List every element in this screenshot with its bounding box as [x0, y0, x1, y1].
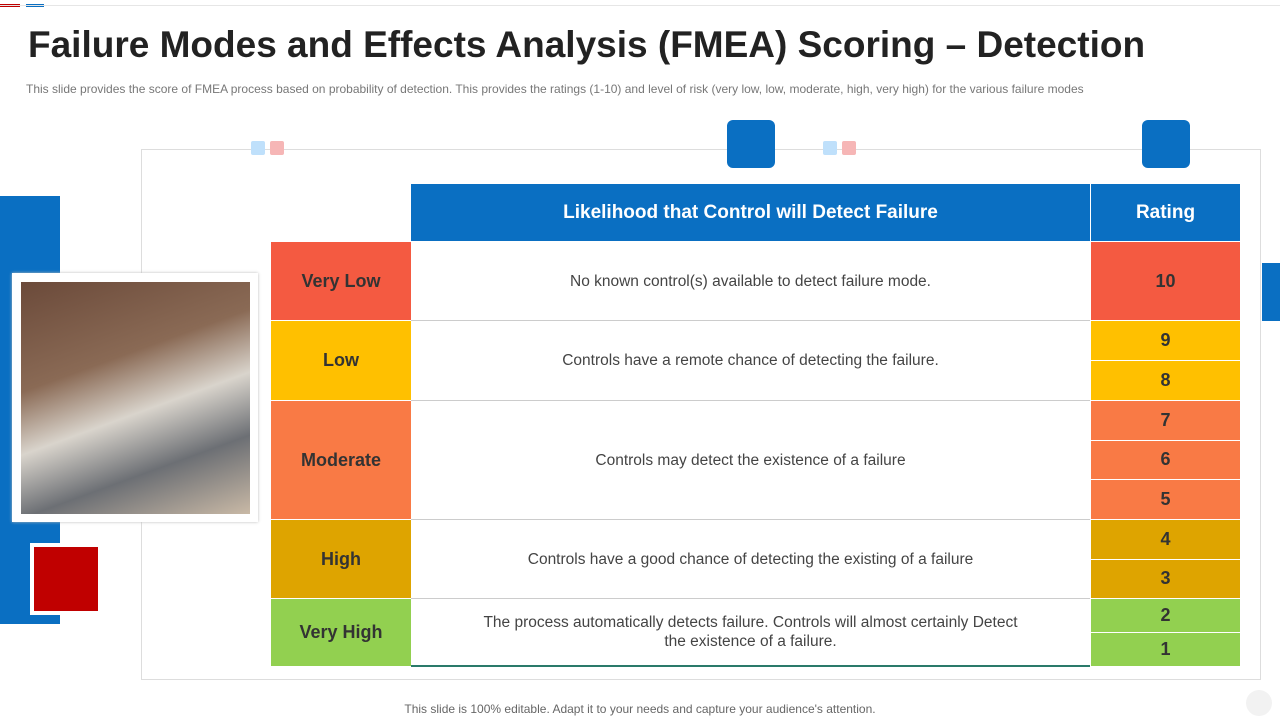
- rule: [0, 5, 1280, 6]
- icon: [34, 547, 98, 611]
- description: No known control(s) available to detect …: [411, 242, 1090, 321]
- title: Failure Modes and Effects Analysis (FMEA…: [28, 24, 1146, 65]
- description: Controls have a good chance of detecting…: [411, 520, 1090, 599]
- rating: 8: [1091, 361, 1240, 401]
- rating: 5: [1091, 480, 1240, 520]
- subtitle: This slide provides the score of FMEA pr…: [26, 82, 1084, 96]
- level: Low: [271, 321, 411, 401]
- dot: [270, 141, 284, 155]
- rating: 9: [1091, 321, 1240, 361]
- rating: 6: [1091, 440, 1240, 481]
- icon: [727, 120, 775, 168]
- photo: [21, 282, 250, 514]
- column-header: Likelihood that Control will Detect Fail…: [411, 184, 1090, 241]
- description: The process automatically detects failur…: [411, 599, 1090, 667]
- rating: 7: [1091, 401, 1240, 441]
- level: Very High: [271, 599, 411, 667]
- badge: [1246, 690, 1272, 716]
- level: Moderate: [271, 401, 411, 520]
- rating: 3: [1091, 559, 1240, 599]
- side-bar: [1262, 263, 1280, 321]
- rating: 4: [1091, 520, 1240, 560]
- rating: 10: [1091, 242, 1240, 321]
- dot: [823, 141, 837, 155]
- column-header: Rating: [1091, 184, 1240, 241]
- level: Very Low: [271, 242, 411, 321]
- dot: [251, 141, 265, 155]
- rating: 1: [1091, 633, 1240, 667]
- footer: This slide is 100% editable. Adapt it to…: [404, 702, 876, 716]
- rating: 2: [1091, 599, 1240, 633]
- dot: [842, 141, 856, 155]
- icon: [1142, 120, 1190, 168]
- description: Controls may detect the existence of a f…: [411, 401, 1090, 520]
- level: High: [271, 520, 411, 599]
- description: Controls have a remote chance of detecti…: [411, 321, 1090, 401]
